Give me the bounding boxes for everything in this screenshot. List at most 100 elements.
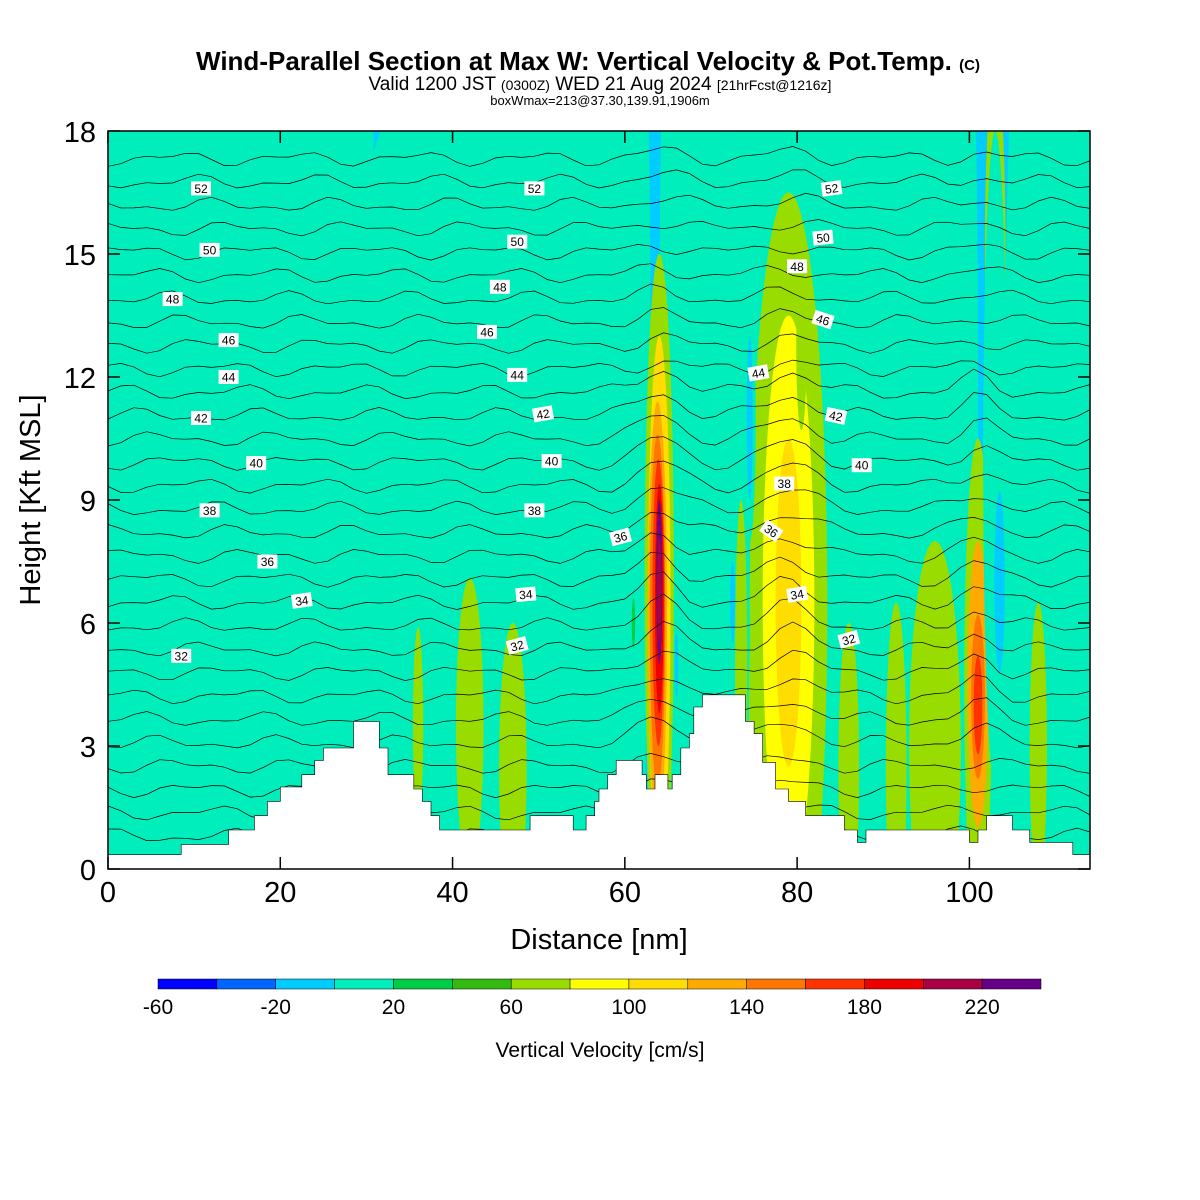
contour-label: 36 (759, 519, 784, 543)
contour-label: 52 (524, 181, 545, 196)
contour-label-bg (489, 279, 510, 294)
theta-contour-line (108, 392, 1090, 421)
x-tick-label: 100 (945, 877, 993, 909)
x-tick-label: 40 (436, 877, 468, 909)
contour-label-text: 40 (855, 459, 869, 473)
contour-label-text: 46 (222, 334, 236, 348)
contour-label: 42 (191, 411, 211, 426)
theta-contour-line (108, 649, 1090, 681)
y-tick-label: 18 (64, 117, 96, 149)
contour-label: 40 (851, 458, 872, 473)
contour-label-bg (191, 181, 211, 196)
velocity-region (1029, 602, 1047, 869)
contour-label-text: 44 (222, 371, 236, 385)
contour-label-text: 38 (203, 504, 217, 518)
velocity-region (674, 631, 679, 697)
theta-contour-line (108, 368, 1090, 400)
contour-label: 44 (507, 367, 528, 382)
theta-contour-line (108, 283, 1090, 305)
colorbar-tick-label: 60 (500, 996, 523, 1019)
theta-contour-line (108, 512, 1090, 539)
contour-label-bg (824, 406, 848, 425)
plot-area: 52 52 52 50 50 50 48 48 48 46 46 46 44 44 44 42 42 42 40 40… (108, 131, 1090, 869)
contour-label: 34 (515, 586, 537, 603)
terrain (108, 694, 1090, 869)
contour-label-bg (524, 503, 545, 518)
contour-label: 40 (246, 456, 267, 471)
y-tick-label: 6 (80, 609, 96, 641)
contour-label-text: 32 (841, 631, 858, 648)
contour-label-bg (811, 309, 835, 330)
contour-label: 38 (199, 503, 220, 518)
contour-label: 48 (489, 279, 510, 294)
contour-label-bg (477, 324, 497, 339)
theta-contour-line (108, 332, 1090, 354)
colorbar-swatch (746, 978, 806, 990)
theta-contour-line (108, 146, 1090, 167)
colorbar-tick-label: -60 (143, 996, 173, 1019)
colorbar-swatch (864, 978, 924, 990)
colorbar-swatch (452, 978, 512, 990)
theta-contour-line (108, 243, 1090, 261)
contour-label-bg (505, 636, 529, 655)
contour-label: 34 (786, 585, 809, 603)
contour-label: 40 (541, 454, 562, 469)
contour-label-text: 52 (528, 182, 542, 196)
theta-contour-line (108, 307, 1090, 329)
contour-label: 50 (507, 234, 528, 249)
contour-label: 44 (218, 370, 239, 385)
colorbar: -60 -20 20 60 100 140 180 220 (143, 978, 1042, 1019)
contour-label-bg (191, 411, 211, 425)
colorbar-swatch (981, 978, 1042, 990)
theta-contour-line (108, 263, 1090, 284)
theta-contour-line (108, 219, 1090, 237)
contour-label-bg (199, 242, 220, 257)
x-tick-label: 60 (609, 877, 641, 909)
colorbar-swatch (628, 978, 689, 990)
theta-contour-line (108, 460, 1090, 494)
contour-label-bg (531, 405, 555, 423)
contour-label-bg (515, 586, 537, 603)
colorbar-tick-label: 220 (965, 996, 1000, 1019)
contour-label: 46 (811, 309, 835, 330)
contour-label-text: 50 (816, 230, 831, 245)
colorbar-tick-label: 20 (382, 996, 405, 1019)
contour-label: 48 (162, 292, 183, 307)
theta-contour-line (108, 621, 1090, 657)
chart-title: Wind-Parallel Section at Max W: Vertical… (196, 46, 980, 76)
contour-label-bg (290, 592, 313, 609)
contour-label-text: 36 (261, 555, 275, 569)
colorbar-swatch (275, 978, 335, 990)
contour-label-text: 40 (250, 457, 264, 471)
velocity-region (994, 491, 1005, 673)
theta-contour-line (108, 753, 1090, 774)
contour-label: 44 (747, 364, 770, 382)
x-tick-label: 80 (781, 877, 813, 909)
velocity-region (729, 561, 736, 644)
colorbar-swatch (393, 978, 453, 990)
contour-label-text: 42 (535, 406, 551, 422)
velocity-region (885, 602, 907, 869)
velocity-region (657, 536, 662, 644)
velocity-region (631, 598, 636, 648)
contour-label: 32 (505, 636, 529, 655)
contour-label-bg (218, 333, 239, 348)
theta-contour-line (108, 415, 1090, 447)
contour-label-bg (812, 229, 834, 246)
contour-label-text: 44 (751, 365, 767, 381)
contour-label-text: 46 (814, 311, 831, 329)
contour-label: 36 (257, 554, 278, 569)
velocity-region (909, 541, 961, 869)
colorbar-tick-label: 180 (847, 996, 882, 1019)
contour-label: 42 (531, 405, 555, 423)
contour-label: 48 (787, 259, 808, 274)
velocity-region (796, 266, 807, 431)
theta-contour-line (108, 551, 1090, 588)
theta-contour-line (108, 436, 1090, 471)
colorbar-swatch (687, 978, 747, 990)
velocity-region (838, 623, 860, 869)
contour-label: 50 (812, 229, 834, 246)
theta-contour-line (108, 359, 1090, 378)
colorbar-swatch (805, 978, 865, 990)
